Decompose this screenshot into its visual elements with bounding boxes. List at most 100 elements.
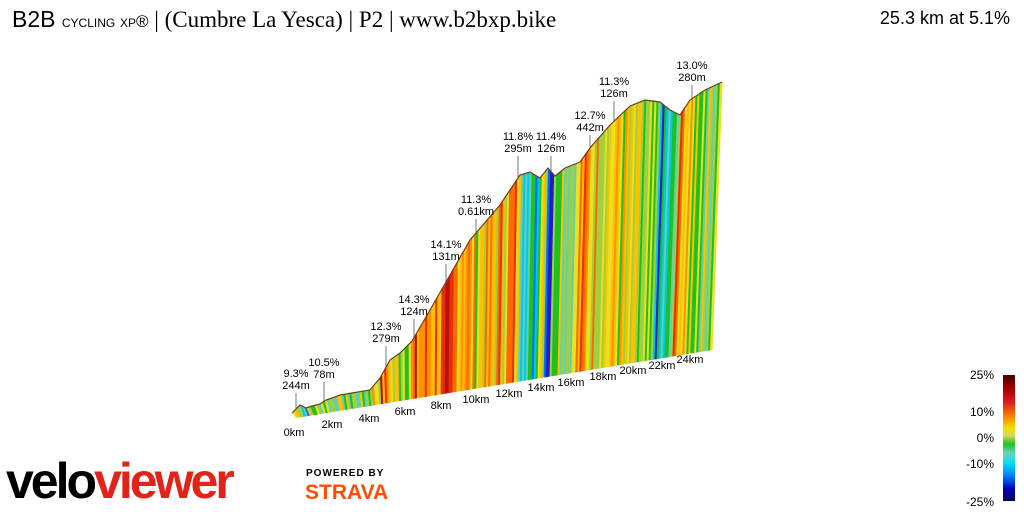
profile-segment [474, 230, 479, 389]
profile-segment [496, 203, 502, 386]
profile-segment [704, 84, 717, 352]
profile-segment [355, 392, 360, 408]
profile-segment [337, 395, 343, 411]
legend-label: 10% [969, 405, 994, 419]
profile-segment [698, 87, 711, 353]
distance-tick-label: 2km [322, 419, 343, 431]
profile-segment [507, 185, 514, 384]
profile-segment [559, 167, 567, 375]
profile-segment [624, 104, 635, 365]
profile-segment [488, 213, 494, 387]
profile-segment [361, 391, 366, 407]
profile-segment [694, 89, 707, 353]
distance-tick-label: 22km [649, 360, 676, 372]
profile-segment [294, 408, 301, 418]
annotation-grade: 11.4% [536, 131, 567, 143]
profile-segment [498, 200, 504, 385]
profile-segment [525, 172, 533, 381]
profile-segment [670, 113, 682, 357]
veloviewer-logo[interactable]: veloviewer [6, 452, 235, 510]
profile-segment [601, 125, 610, 369]
profile-segment [599, 128, 608, 369]
profile-segment [616, 110, 627, 366]
annotation-grade: 11.8% [503, 131, 534, 143]
annotation-grade: 12.3% [370, 321, 401, 333]
profile-segment [706, 83, 719, 351]
annotation-grade: 14.1% [430, 239, 461, 251]
profile-segment [316, 404, 323, 415]
profile-segment [614, 111, 625, 366]
annotation-length: 442m [576, 122, 604, 134]
profile-segment [306, 407, 313, 416]
profile-segment [648, 101, 660, 361]
profile-segment [347, 393, 353, 410]
profile-segment [626, 103, 637, 364]
profile-segment [330, 397, 337, 412]
profile-segment [470, 235, 475, 390]
title-brand-sub: cycling xp® [61, 12, 149, 31]
profile-segment [543, 168, 551, 378]
profile-segment [587, 142, 596, 371]
distance-tick-label: 10km [463, 394, 490, 406]
profile-segment [460, 250, 465, 392]
profile-segment [410, 339, 414, 400]
profile-segment [345, 393, 351, 410]
profile-segment [318, 403, 325, 414]
profile-segment [339, 394, 345, 411]
title-brand: B2B [12, 6, 56, 32]
profile-segment [628, 102, 639, 364]
profile-top-edge [291, 81, 723, 414]
profile-segment [696, 88, 709, 353]
profile-segment [652, 102, 664, 360]
annotation-length: 0.61km [458, 206, 494, 218]
profile-segment [492, 208, 498, 386]
annotation-length: 280m [678, 72, 706, 84]
profile-segment [509, 182, 516, 384]
profile-segment [551, 173, 559, 377]
profile-segment [658, 107, 670, 359]
profile-segment [308, 406, 315, 416]
profile-segment [349, 393, 355, 409]
profile-segment [502, 194, 508, 385]
profile-segment [300, 405, 307, 417]
profile-segment [476, 227, 481, 389]
profile-segment [480, 223, 486, 388]
distance-tick-label: 16km [558, 377, 585, 389]
distance-tick-label: 6km [395, 406, 416, 418]
profile-segment [484, 218, 490, 388]
profile-segment [547, 172, 555, 377]
profile-segment [412, 336, 416, 399]
annotation-grade: 13.0% [676, 60, 707, 72]
profile-segment [585, 144, 594, 371]
profile-segment [692, 90, 705, 354]
profile-segment [456, 257, 461, 392]
profile-segment [332, 396, 339, 412]
distance-tick-label: 20km [620, 365, 647, 377]
profile-segment [515, 174, 522, 383]
profile-segment [468, 237, 473, 390]
profile-segment [638, 100, 649, 362]
profile-segment [292, 410, 299, 418]
strava-logo[interactable]: STRAVA [305, 481, 389, 504]
profile-segments [292, 82, 723, 418]
profile-segment [668, 113, 680, 358]
profile-segment [605, 121, 615, 368]
profile-segment [452, 264, 457, 393]
profile-segment [656, 105, 668, 360]
annotation-length: 124m [400, 306, 428, 318]
profile-segment [662, 110, 674, 359]
profile-segment [630, 101, 641, 364]
title-route: | (Cumbre La Yesca) | P2 | www.b2bxp.bik… [148, 7, 557, 32]
profile-segment [571, 162, 580, 373]
profile-segment [708, 82, 721, 351]
logo-text: velo [6, 453, 97, 509]
annotation-length: 126m [600, 88, 628, 100]
profile-segment [314, 404, 321, 415]
gradient-legend-bar [1003, 375, 1015, 501]
profile-segment [680, 99, 692, 356]
profile-segment [664, 111, 676, 358]
profile-segment [565, 164, 574, 374]
profile-segment [541, 168, 549, 378]
legend-label: -25% [965, 495, 994, 509]
